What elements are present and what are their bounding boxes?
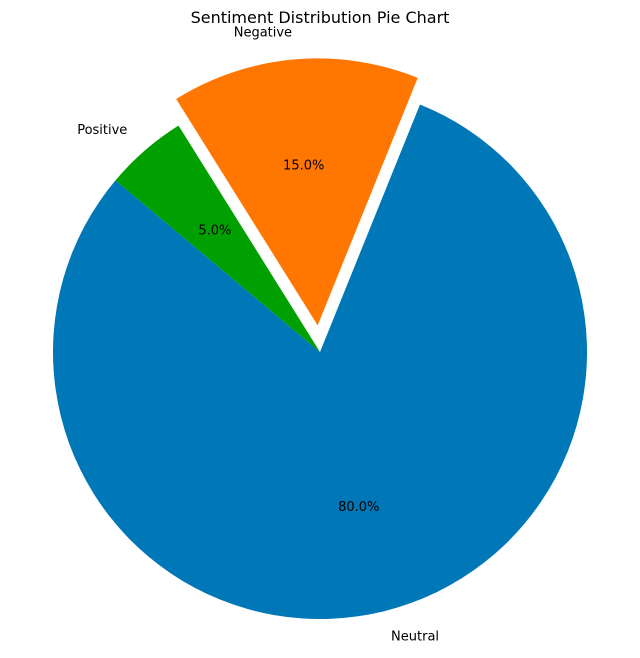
chart-title: Sentiment Distribution Pie Chart	[191, 8, 450, 27]
pie-slices	[52, 58, 587, 620]
pie-slice-positive	[115, 125, 321, 352]
pie-category-label-positive: Positive	[77, 123, 127, 138]
pie-slice-neutral	[52, 104, 587, 620]
pie-percent-label-negative: 15.0%	[283, 158, 324, 173]
pie-percent-label-neutral: 80.0%	[338, 500, 379, 515]
pie-category-label-negative: Negative	[234, 25, 292, 40]
pie-category-label-neutral: Neutral	[391, 629, 439, 644]
pie-slice-negative	[176, 58, 418, 326]
pie-labels: 80.0% Neutral 15.0% Negative 5.0% Positive	[77, 25, 439, 644]
pie-percent-label-positive: 5.0%	[198, 224, 231, 239]
